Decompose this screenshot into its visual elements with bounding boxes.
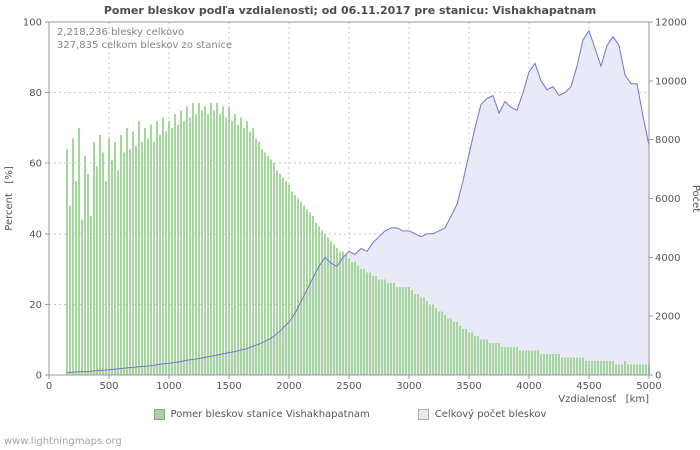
y-axis-right-title: Počet	[690, 185, 700, 212]
svg-text:500: 500	[99, 381, 118, 392]
svg-text:4000: 4000	[516, 381, 541, 392]
svg-text:10000: 10000	[655, 76, 687, 87]
station-ratio-bars	[65, 103, 651, 376]
svg-text:80: 80	[29, 88, 42, 99]
annotation-station-strikes: 327,835 celkom bleskov zo stanice	[57, 40, 233, 51]
legend: Pomer bleskov stanice Vishakhapatnam Cel…	[0, 409, 700, 420]
total-count-area	[67, 30, 649, 376]
x-axis-title: Vzdialenosť [km]	[558, 393, 649, 405]
legend-swatch-total	[417, 409, 429, 420]
svg-text:1500: 1500	[216, 381, 241, 392]
legend-label-ratio: Pomer bleskov stanice Vishakhapatnam	[170, 409, 370, 420]
svg-text:0: 0	[46, 381, 52, 392]
legend-item-total: Celkový počet bleskov	[417, 409, 547, 420]
svg-text:2500: 2500	[336, 381, 361, 392]
tick-marks	[45, 21, 653, 379]
svg-text:100: 100	[23, 18, 42, 29]
svg-text:1000: 1000	[156, 381, 181, 392]
svg-text:2000: 2000	[655, 312, 680, 323]
svg-text:20: 20	[29, 300, 42, 311]
chart-annotations: 2,218,236 blesky celkovo 327,835 celkom …	[57, 26, 232, 52]
svg-text:60: 60	[29, 159, 42, 170]
svg-text:4000: 4000	[655, 253, 680, 264]
svg-text:40: 40	[29, 229, 42, 240]
svg-text:3000: 3000	[396, 381, 421, 392]
tick-labels: 0 500 1000 1500 2000 2500 3000 3500 4000 4500 5000…	[23, 18, 687, 393]
annotation-total-strikes: 2,218,236 blesky celkovo	[57, 27, 185, 38]
svg-text:2000: 2000	[276, 381, 301, 392]
site-watermark: www.lightningmaps.org	[4, 436, 122, 447]
svg-text:4500: 4500	[576, 381, 601, 392]
svg-text:8000: 8000	[655, 135, 680, 146]
chart-title: Pomer bleskov podľa vzdialenosti; od 06.…	[103, 4, 597, 17]
legend-label-total: Celkový počet bleskov	[434, 409, 547, 420]
svg-text:0: 0	[655, 371, 661, 382]
total-count-line	[66, 29, 650, 374]
y-axis-left-title: Percent [%]	[4, 166, 15, 231]
svg-text:12000: 12000	[655, 18, 687, 29]
svg-text:3500: 3500	[456, 381, 481, 392]
svg-text:0: 0	[36, 371, 42, 382]
svg-text:6000: 6000	[655, 194, 680, 205]
legend-item-ratio: Pomer bleskov stanice Vishakhapatnam	[153, 409, 370, 420]
svg-text:5000: 5000	[636, 381, 661, 392]
legend-swatch-ratio	[153, 409, 165, 420]
